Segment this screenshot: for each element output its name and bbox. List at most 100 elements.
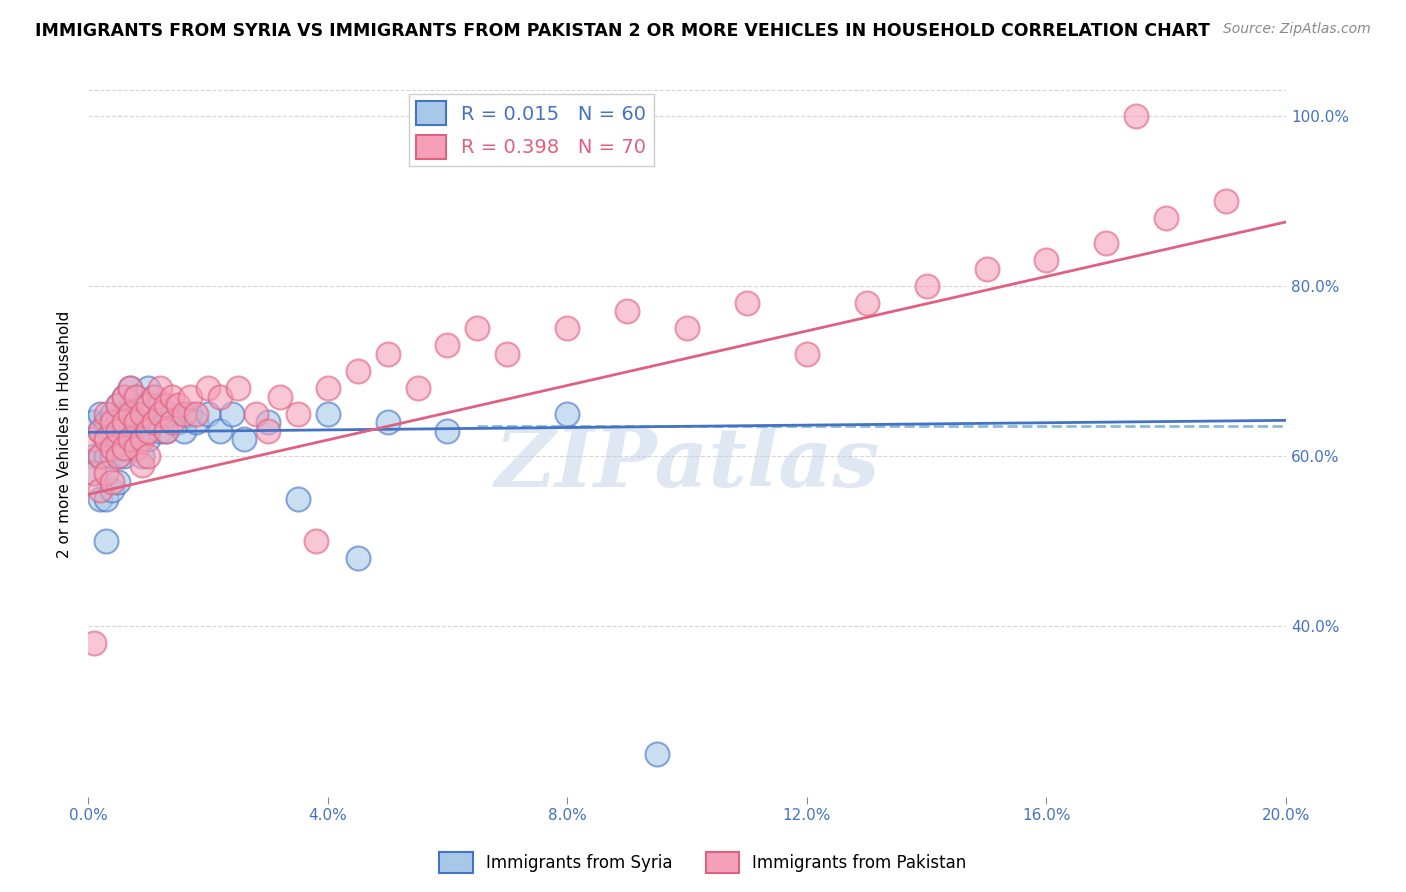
- Point: [149, 381, 172, 395]
- Point: [136, 432, 159, 446]
- Point: [83, 449, 105, 463]
- Point: [120, 407, 142, 421]
- Point: [155, 407, 177, 421]
- Point: [436, 338, 458, 352]
- Point: [467, 321, 489, 335]
- Point: [377, 415, 399, 429]
- Point: [112, 449, 135, 463]
- Point: [112, 390, 135, 404]
- Point: [1154, 211, 1177, 225]
- Point: [107, 415, 129, 429]
- Point: [316, 381, 339, 395]
- Point: [120, 424, 142, 438]
- Point: [1125, 109, 1147, 123]
- Point: [89, 407, 111, 421]
- Point: [89, 491, 111, 506]
- Point: [101, 441, 124, 455]
- Point: [131, 415, 153, 429]
- Point: [136, 398, 159, 412]
- Point: [1035, 253, 1057, 268]
- Point: [256, 415, 278, 429]
- Point: [346, 364, 368, 378]
- Legend: R = 0.015   N = 60, R = 0.398   N = 70: R = 0.015 N = 60, R = 0.398 N = 70: [409, 94, 654, 166]
- Point: [107, 432, 129, 446]
- Point: [915, 278, 938, 293]
- Point: [160, 415, 183, 429]
- Point: [197, 381, 219, 395]
- Point: [94, 449, 117, 463]
- Point: [1095, 236, 1118, 251]
- Point: [120, 407, 142, 421]
- Point: [143, 415, 166, 429]
- Point: [555, 407, 578, 421]
- Point: [89, 449, 111, 463]
- Point: [173, 407, 195, 421]
- Point: [89, 483, 111, 498]
- Point: [83, 466, 105, 480]
- Point: [131, 407, 153, 421]
- Point: [143, 415, 166, 429]
- Point: [131, 458, 153, 472]
- Point: [131, 432, 153, 446]
- Point: [125, 407, 148, 421]
- Point: [131, 449, 153, 463]
- Point: [179, 390, 201, 404]
- Point: [287, 407, 309, 421]
- Point: [94, 432, 117, 446]
- Point: [1215, 194, 1237, 208]
- Point: [179, 407, 201, 421]
- Point: [112, 390, 135, 404]
- Point: [735, 296, 758, 310]
- Point: [316, 407, 339, 421]
- Point: [226, 381, 249, 395]
- Point: [136, 449, 159, 463]
- Point: [101, 475, 124, 489]
- Point: [496, 347, 519, 361]
- Point: [160, 407, 183, 421]
- Point: [101, 415, 124, 429]
- Point: [94, 534, 117, 549]
- Point: [645, 747, 668, 761]
- Point: [101, 407, 124, 421]
- Point: [245, 407, 267, 421]
- Legend: Immigrants from Syria, Immigrants from Pakistan: Immigrants from Syria, Immigrants from P…: [433, 846, 973, 880]
- Point: [406, 381, 429, 395]
- Point: [555, 321, 578, 335]
- Point: [173, 424, 195, 438]
- Point: [89, 424, 111, 438]
- Point: [208, 424, 231, 438]
- Point: [136, 424, 159, 438]
- Point: [149, 398, 172, 412]
- Point: [287, 491, 309, 506]
- Point: [269, 390, 291, 404]
- Point: [232, 432, 254, 446]
- Point: [136, 407, 159, 421]
- Point: [112, 415, 135, 429]
- Point: [149, 407, 172, 421]
- Point: [101, 424, 124, 438]
- Point: [107, 449, 129, 463]
- Point: [94, 432, 117, 446]
- Point: [112, 424, 135, 438]
- Point: [167, 398, 190, 412]
- Point: [107, 449, 129, 463]
- Point: [107, 475, 129, 489]
- Point: [94, 491, 117, 506]
- Point: [184, 415, 207, 429]
- Point: [112, 441, 135, 455]
- Point: [107, 398, 129, 412]
- Point: [184, 407, 207, 421]
- Point: [208, 390, 231, 404]
- Point: [125, 390, 148, 404]
- Point: [136, 381, 159, 395]
- Point: [89, 449, 111, 463]
- Point: [101, 449, 124, 463]
- Point: [143, 390, 166, 404]
- Point: [676, 321, 699, 335]
- Text: IMMIGRANTS FROM SYRIA VS IMMIGRANTS FROM PAKISTAN 2 OR MORE VEHICLES IN HOUSEHOL: IMMIGRANTS FROM SYRIA VS IMMIGRANTS FROM…: [35, 22, 1211, 40]
- Point: [94, 466, 117, 480]
- Point: [83, 466, 105, 480]
- Point: [94, 415, 117, 429]
- Point: [131, 398, 153, 412]
- Point: [125, 415, 148, 429]
